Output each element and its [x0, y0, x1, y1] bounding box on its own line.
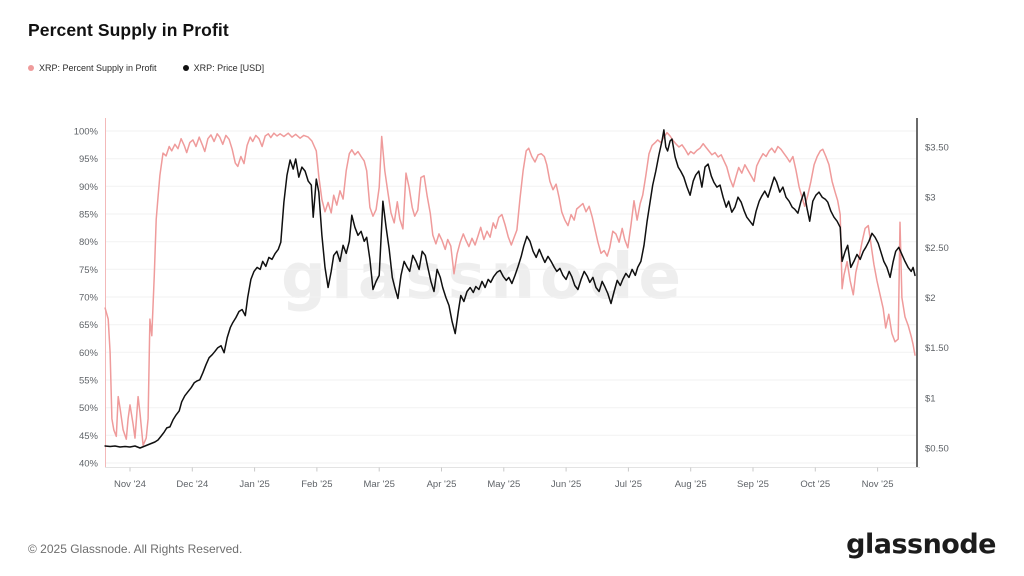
glassnode-watermark: glassnode	[281, 240, 687, 313]
legend-item-label: XRP: Price [USD]	[193, 63, 265, 73]
y-left-tick-label: 95%	[79, 154, 99, 165]
x-tick-label: Aug '25	[675, 479, 707, 490]
glassnode-logo: glassnode	[846, 529, 996, 560]
legend-item-1[interactable]: XRP: Price [USD]	[182, 63, 265, 73]
x-tick-label: Mar '25	[364, 479, 395, 490]
y-right-tick-label: $2.50	[925, 243, 949, 254]
y-right-tick-label: $1	[925, 393, 936, 404]
y-left-tick-label: 75%	[79, 265, 99, 276]
legend-item-0[interactable]: XRP: Percent Supply in Profit	[28, 63, 157, 73]
y-left-tick-label: 65%	[79, 320, 99, 331]
y-left-tick-label: 85%	[79, 210, 99, 221]
x-tick-label: Feb '25	[301, 479, 332, 490]
legend-item-label: XRP: Percent Supply in Profit	[39, 63, 157, 73]
legend-marker-icon	[182, 65, 189, 71]
x-tick-label: Jul '25	[615, 479, 642, 490]
y-left-tick-label: 45%	[79, 431, 99, 442]
page-title: Percent Supply in Profit	[28, 20, 229, 40]
percent-supply-line	[104, 131, 916, 447]
y-left-tick-label: 90%	[79, 182, 99, 193]
chart-legend: XRP: Percent Supply in Profit XRP: Price …	[28, 63, 264, 73]
y-right-tick-label: $2	[925, 293, 936, 304]
legend-marker-icon	[28, 65, 34, 71]
x-tick-label: Dec '24	[176, 479, 208, 490]
y-left-tick-label: 55%	[79, 376, 99, 387]
y-right-tick-label: $3.50	[925, 143, 949, 154]
x-tick-label: Nov '24	[114, 479, 146, 490]
x-tick-label: Jun '25	[551, 479, 581, 490]
page-footer: © 2025 Glassnode. All Rights Reserved. g…	[0, 529, 1024, 560]
y-left-tick-label: 50%	[79, 403, 99, 414]
x-tick-label: Jan '25	[239, 479, 269, 490]
y-left-tick-label: 40%	[79, 459, 99, 470]
x-tick-label: Oct '25	[800, 479, 830, 490]
y-right-tick-label: $3	[925, 193, 936, 204]
y-right-tick-label: $0.50	[925, 444, 949, 455]
y-left-tick-label: 70%	[79, 293, 99, 304]
price-line	[104, 129, 916, 449]
y-left-tick-label: 60%	[79, 348, 99, 359]
x-tick-label: Apr '25	[427, 479, 457, 490]
x-tick-label: Nov '25	[862, 479, 894, 490]
y-left-tick-label: 80%	[79, 237, 99, 248]
y-left-tick-label: 100%	[74, 127, 99, 138]
x-tick-label: Sep '25	[737, 479, 769, 490]
y-right-tick-label: $1.50	[925, 343, 949, 354]
copyright-text: © 2025 Glassnode. All Rights Reserved.	[28, 542, 243, 556]
x-tick-label: May '25	[487, 479, 520, 490]
